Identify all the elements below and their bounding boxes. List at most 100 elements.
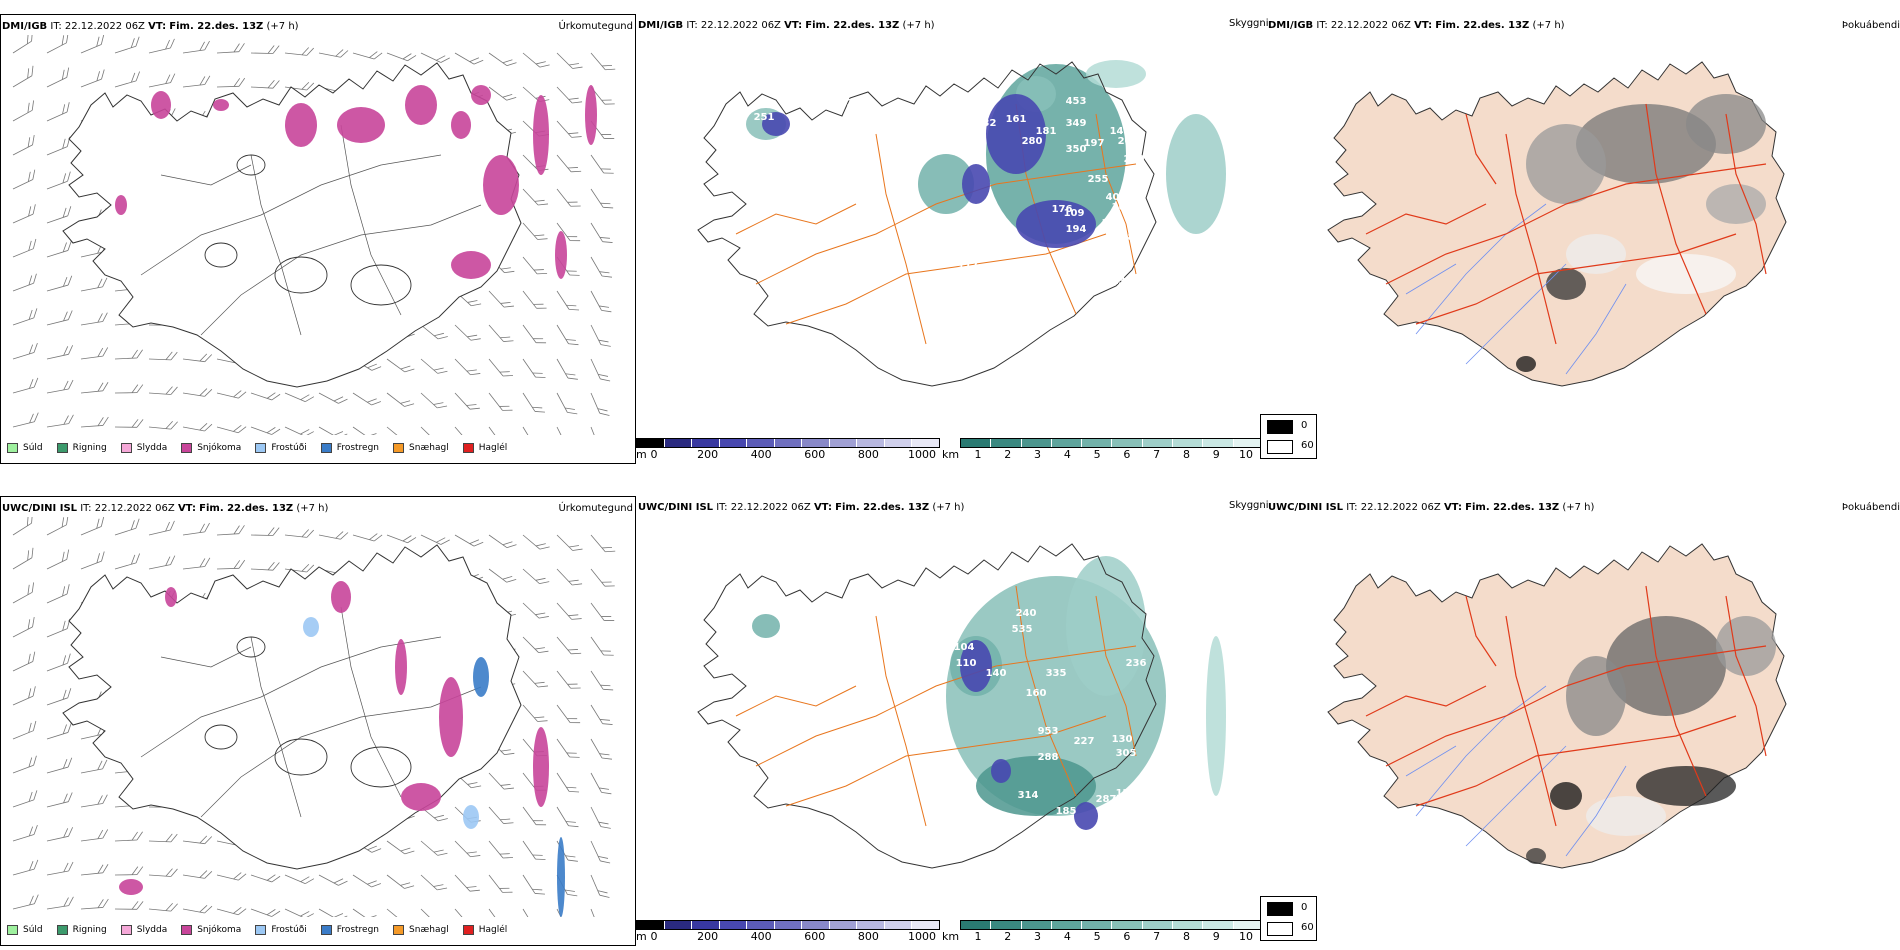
product-name: Úrkomutegund	[558, 21, 633, 32]
wind-barb	[556, 120, 582, 138]
cloud-base-label: 111	[951, 146, 972, 157]
wind-barb	[522, 840, 546, 860]
wind-barb	[12, 894, 39, 910]
model-name: UWC/DINI ISL	[1268, 502, 1344, 513]
cloud-base-label: 110	[1096, 252, 1117, 263]
precip-area	[119, 879, 143, 895]
wind-barb	[522, 426, 535, 435]
fog-index-area	[1636, 766, 1736, 806]
fog-legend-high: 60	[1301, 440, 1314, 451]
coastline	[697, 543, 1157, 869]
wind-barb	[182, 557, 211, 570]
cloud-base-label: 255	[1088, 174, 1109, 185]
wind-barb	[46, 827, 74, 842]
precip-area	[451, 111, 471, 139]
init-time: 22.12.2022 06Z	[1360, 502, 1441, 513]
wind-barb	[12, 204, 36, 224]
river	[1415, 685, 1547, 817]
wind-barb	[454, 534, 484, 547]
cloud-base-label: 232	[976, 118, 997, 129]
colorbar-segment	[719, 439, 748, 447]
wind-barb	[454, 874, 480, 892]
legend-label: Haglél	[478, 925, 508, 935]
colorbar-segment	[664, 921, 693, 929]
road	[1415, 233, 1737, 325]
road	[1385, 645, 1767, 767]
model-name: DMI/IGB	[2, 21, 48, 32]
legend-swatch	[320, 925, 332, 935]
wind-barb	[556, 772, 580, 793]
wind-barb	[182, 388, 213, 397]
colorbar-segment	[912, 439, 940, 447]
wind-barb	[590, 568, 615, 587]
fog-index-area	[1546, 268, 1586, 300]
river	[1415, 203, 1547, 335]
legend-label: Frostúði	[271, 925, 307, 935]
precip-area	[463, 805, 479, 829]
wind-barb	[590, 738, 613, 760]
fog-index-area	[1686, 94, 1766, 154]
wind-barb	[182, 905, 213, 914]
cloud-base-label: 151	[774, 154, 795, 165]
colorbar-segment	[719, 921, 748, 929]
wind-barb	[590, 908, 600, 917]
cloud-map: 240 535 104 110 140 160 335 236 288 953 227 314 185 2…	[697, 543, 1226, 869]
wind-barb	[454, 324, 481, 341]
visibility-colorbar	[960, 920, 1264, 930]
cloud-visibility-panel: UWC/DINI ISL IT: 22.12.2022 06Z VT: Fim.…	[636, 496, 1270, 946]
legend-label: Rigning	[72, 443, 107, 453]
road	[755, 645, 1137, 767]
cloud-base-label: 280	[1022, 136, 1043, 147]
cloud-base-label: 159	[1146, 152, 1167, 163]
vt-label: VT:	[148, 21, 167, 32]
fog-legend: 0 60	[1260, 414, 1317, 459]
colorbar-segment	[912, 921, 940, 929]
colorbar-tick: 200	[697, 448, 719, 461]
wind-barb	[488, 874, 513, 893]
wind-barb	[46, 275, 73, 292]
cloud-base-label: 314	[1018, 790, 1039, 801]
precip-area	[337, 107, 385, 143]
fog-index-area	[1576, 104, 1716, 184]
road	[735, 685, 857, 717]
precip-area	[285, 103, 317, 147]
wind-barb	[12, 517, 33, 536]
legend-label: Súld	[23, 443, 43, 453]
wind-barb	[12, 273, 37, 292]
legend-label: Frostregn	[336, 443, 380, 453]
visibility-area	[1206, 636, 1226, 796]
colorbar-segment	[774, 439, 803, 447]
wind-barb	[352, 874, 381, 888]
wind-barb	[454, 840, 481, 858]
fog-legend-high: 60	[1301, 922, 1314, 933]
valid-time: Fim. 22.des. 13Z	[835, 502, 930, 513]
cloud-base-label: 227	[1074, 736, 1095, 747]
wind-barb	[556, 392, 578, 415]
panel-title: DMI/IGB IT: 22.12.2022 06Z VT: Fim. 22.d…	[2, 21, 299, 32]
cloud-base-label: 161	[1006, 114, 1027, 125]
cloud-base-label: 140	[986, 668, 1007, 679]
cloud-base-label: 181	[1036, 126, 1057, 137]
legend-swatch	[462, 925, 474, 935]
wind-barb	[556, 426, 568, 435]
cloud-base-label: 349	[1066, 118, 1087, 129]
wind-barb	[80, 69, 105, 88]
road	[160, 646, 252, 668]
cloud-base-label: 129	[1116, 788, 1137, 799]
colorbar-tick: 0	[650, 448, 658, 461]
wind-barb	[454, 426, 470, 435]
colorbar-tick: 800	[857, 930, 879, 943]
road	[1505, 615, 1557, 827]
road	[785, 715, 1107, 807]
wind-barb	[80, 898, 109, 910]
wind-barb	[46, 345, 74, 360]
colorbar-segment	[1173, 439, 1204, 447]
wind-barb	[284, 529, 314, 538]
colorbar-tick: 5	[1093, 930, 1101, 943]
cloud-base-label: 194	[1066, 224, 1087, 235]
visibility-area	[1086, 60, 1146, 88]
colorbar-segment	[857, 439, 885, 447]
colorbar-segment	[692, 439, 720, 447]
init-time: 22.12.2022 06Z	[64, 21, 145, 32]
wind-barb	[250, 908, 281, 917]
